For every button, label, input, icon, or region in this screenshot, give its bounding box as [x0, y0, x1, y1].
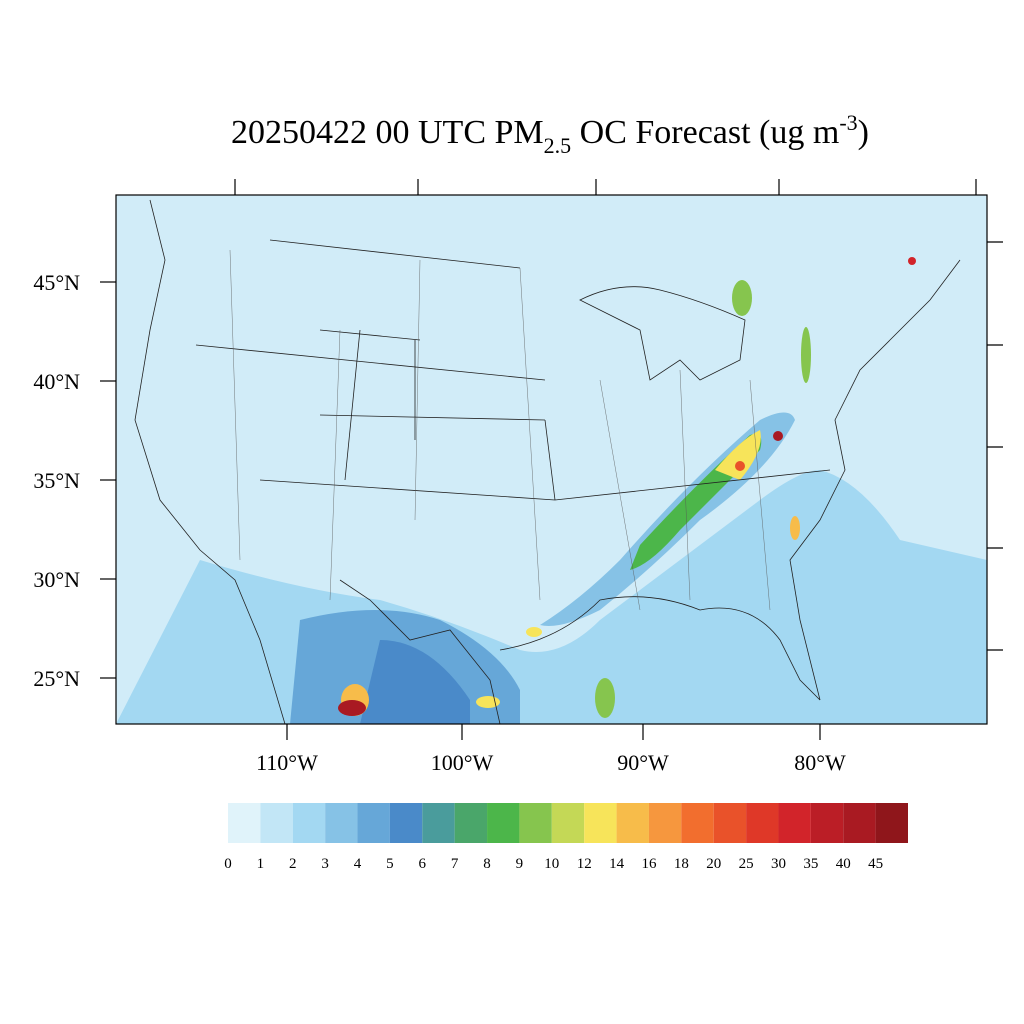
colorbar-label: 0: [224, 856, 232, 872]
title-end: ): [858, 114, 869, 151]
colorbar-box: [616, 803, 649, 843]
colorbar-label: 30: [771, 856, 786, 872]
colorbar-box: [487, 803, 520, 843]
colorbar-box: [875, 803, 908, 843]
colorbar-label: 25: [739, 856, 754, 872]
colorbar-box: [584, 803, 617, 843]
colorbar-box: [389, 803, 423, 843]
colorbar-label: 40: [836, 856, 851, 872]
colorbar-label: 8: [483, 856, 491, 872]
title: 20250422 00 UTC PM2.5 OC Forecast (ug m-…: [231, 110, 869, 158]
colorbar-box: [713, 803, 747, 843]
colorbar-label: 2: [289, 856, 297, 872]
colorbar-label: 10: [544, 856, 559, 872]
colorbar-label: 6: [419, 856, 427, 872]
lat-label: 40°N: [33, 369, 80, 394]
lat-label: 30°N: [33, 567, 80, 592]
title-superscript: -3: [839, 110, 857, 135]
colorbar-label: 1: [257, 856, 265, 872]
title-main: 20250422 00 UTC PM: [231, 114, 544, 151]
colorbar-label: 14: [609, 856, 625, 872]
colorbar-box: [357, 803, 390, 843]
colorbar-box: [746, 803, 779, 843]
colorbar-label: 5: [386, 856, 394, 872]
map-frame: [115, 194, 988, 725]
colorbar-box: [648, 803, 682, 843]
colorbar-box: [422, 803, 455, 843]
colorbar-label: 4: [354, 856, 362, 872]
lat-label: 45°N: [33, 270, 80, 295]
colorbar-box: [228, 803, 261, 843]
map-field: [116, 195, 987, 725]
lat-label: 35°N: [33, 468, 80, 493]
colorbar-label: 12: [577, 856, 592, 872]
title-subscript: 2.5: [544, 133, 572, 158]
colorbar-label: 16: [641, 856, 657, 872]
lat-label: 25°N: [33, 666, 80, 691]
colorbar-box: [454, 803, 488, 843]
colorbar-box: [551, 803, 585, 843]
colorbar-label: 3: [321, 856, 329, 872]
colorbar-box: [260, 803, 293, 843]
lon-label: 110°W: [256, 750, 318, 775]
lon-label: 90°W: [617, 750, 669, 775]
colorbar-label: 45: [868, 856, 883, 872]
colorbar-label: 18: [674, 856, 689, 872]
title-middle: OC Forecast (ug m: [571, 114, 839, 151]
colorbar-label: 20: [706, 856, 721, 872]
colorbar-label: 35: [803, 856, 818, 872]
colorbar-box: [519, 803, 552, 843]
colorbar-box: [681, 803, 714, 843]
lon-label: 100°W: [431, 750, 494, 775]
colorbar-box: [810, 803, 844, 843]
colorbar-box: [325, 803, 358, 843]
colorbar-box: [843, 803, 876, 843]
colorbar-label: 7: [451, 856, 459, 872]
colorbar-label: 9: [516, 856, 524, 872]
lon-label: 80°W: [794, 750, 846, 775]
frame-ticks: [234, 179, 1003, 651]
colorbar-box: [778, 803, 811, 843]
colorbar-box: [292, 803, 326, 843]
